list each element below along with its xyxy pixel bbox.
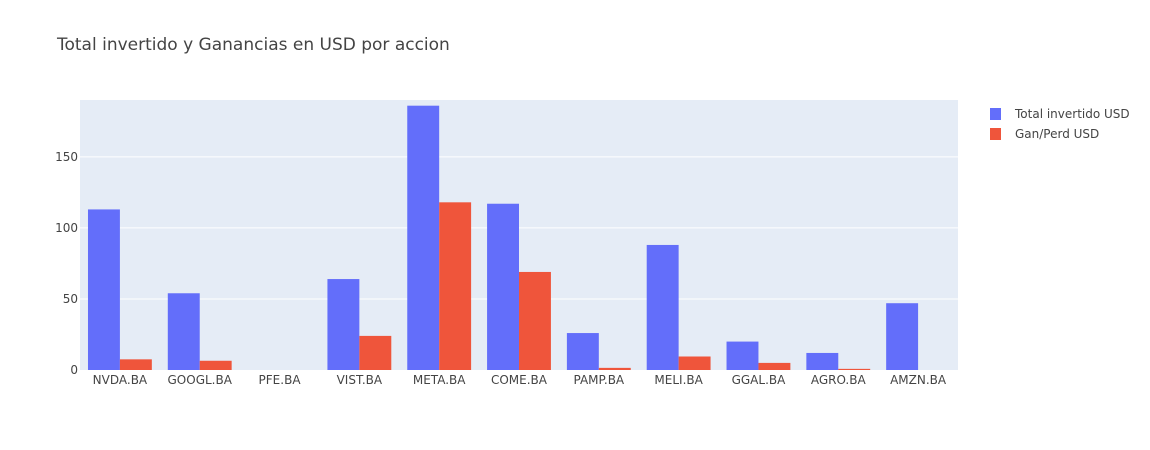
x-tick-label: VIST.BA xyxy=(337,373,383,387)
legend-label: Gan/Perd USD xyxy=(1015,127,1099,141)
x-tick-label: AMZN.BA xyxy=(890,373,947,387)
bar-gan-perd-come-ba[interactable] xyxy=(519,271,551,370)
x-tick-label: COME.BA xyxy=(491,373,548,387)
x-tick-label: AGRO.BA xyxy=(811,373,867,387)
y-tick-label: 0 xyxy=(70,363,78,377)
legend-label: Total invertido USD xyxy=(1014,107,1130,121)
bar-total-invertido-meli-ba[interactable] xyxy=(646,244,679,370)
bar-total-invertido-pamp-ba[interactable] xyxy=(566,333,599,370)
bars xyxy=(87,105,919,371)
x-tick-label: NVDA.BA xyxy=(93,373,148,387)
bar-gan-perd-meta-ba[interactable] xyxy=(439,202,472,370)
bar-total-invertido-come-ba[interactable] xyxy=(487,203,519,370)
bar-total-invertido-googl-ba[interactable] xyxy=(167,293,200,370)
bar-total-invertido-meta-ba[interactable] xyxy=(407,105,440,371)
bar-gan-perd-meli-ba[interactable] xyxy=(678,356,711,371)
bar-gan-perd-agro-ba[interactable] xyxy=(838,368,871,370)
bar-gan-perd-pamp-ba[interactable] xyxy=(598,367,631,370)
bar-total-invertido-amzn-ba[interactable] xyxy=(886,303,919,370)
bar-gan-perd-googl-ba[interactable] xyxy=(199,360,232,370)
x-tick-label: PAMP.BA xyxy=(573,373,624,387)
legend-swatch xyxy=(990,108,1001,120)
x-tick-label: MELI.BA xyxy=(654,373,703,387)
x-tick-label: META.BA xyxy=(413,373,466,387)
bar-total-invertido-nvda-ba[interactable] xyxy=(87,209,120,370)
x-tick-label: GOOGL.BA xyxy=(168,373,233,387)
legend[interactable]: Total invertido USD Gan/Perd USD xyxy=(990,107,1130,141)
x-tick-label: GGAL.BA xyxy=(732,373,787,387)
bar-total-invertido-agro-ba[interactable] xyxy=(806,352,839,370)
x-tick-label: PFE.BA xyxy=(259,373,302,387)
bar-total-invertido-ggal-ba[interactable] xyxy=(726,341,759,370)
bar-total-invertido-vist-ba[interactable] xyxy=(327,279,360,370)
legend-item[interactable]: Total invertido USD xyxy=(990,107,1130,121)
x-axis-ticks: NVDA.BA GOOGL.BA PFE.BA VIST.BA META.BA COME.… xyxy=(93,373,947,387)
y-tick-label: 150 xyxy=(55,150,78,164)
bar-gan-perd-nvda-ba[interactable] xyxy=(119,359,152,370)
y-tick-label: 50 xyxy=(63,292,78,306)
bar-gan-perd-ggal-ba[interactable] xyxy=(758,362,791,370)
y-tick-label: 100 xyxy=(55,221,78,235)
y-axis-ticks: 0 50 100 150 xyxy=(55,150,78,377)
chart-title: Total invertido y Ganancias en USD por a… xyxy=(56,35,450,55)
bar-gan-perd-vist-ba[interactable] xyxy=(359,335,392,370)
legend-swatch xyxy=(990,128,1001,140)
legend-item[interactable]: Gan/Perd USD xyxy=(990,127,1099,141)
